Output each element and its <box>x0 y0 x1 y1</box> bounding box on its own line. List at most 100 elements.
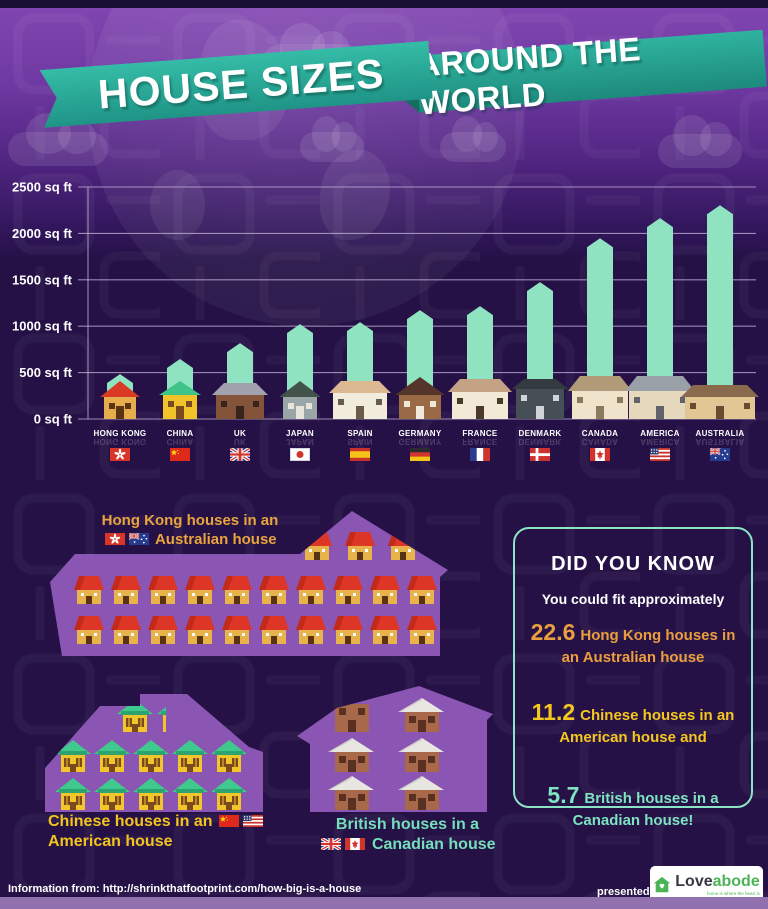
fact-british-canadian: 5.7 British houses in a Canadian house! <box>531 780 736 831</box>
small-house <box>157 698 166 739</box>
hong-kong-flag-icon <box>110 448 130 461</box>
house-fr <box>448 379 512 419</box>
country-flags-row <box>0 448 768 464</box>
logo-tagline: home is where the heart is <box>706 891 760 896</box>
caption-british-in-canadian: British houses in a Canadian house <box>300 815 515 855</box>
small-house <box>368 574 402 611</box>
small-house <box>405 574 439 611</box>
small-house <box>55 776 91 812</box>
small-house <box>117 698 153 739</box>
house-de <box>395 377 445 419</box>
chart-canvas: 2500 sq ft 2000 sq ft 1500 sq ft 1000 sq ft… <box>12 180 759 427</box>
title-band-1: HOUSE SIZES <box>40 41 433 128</box>
house-heart-icon <box>654 876 671 893</box>
small-house <box>109 614 143 651</box>
small-house <box>146 574 180 611</box>
cloud-icon <box>440 115 506 162</box>
small-house <box>183 574 217 611</box>
america-flag-icon <box>650 448 670 461</box>
cloud-icon <box>300 115 364 162</box>
y-axis-tick-label: 1000 sq ft <box>12 319 73 334</box>
small-house <box>183 614 217 651</box>
france-flag-icon <box>470 448 490 461</box>
small-house <box>94 776 130 812</box>
did-you-know-box: DID YOU KNOW You could fit approximately… <box>513 527 753 829</box>
small-house <box>72 614 106 651</box>
house-es <box>329 381 391 419</box>
caption-line1: Hong Kong houses in an <box>101 512 279 529</box>
hong-kong-flag-icon <box>105 532 126 545</box>
country-label-australia: AUSTRALIA AUSTRALIA <box>695 429 745 446</box>
house-ca <box>568 376 632 419</box>
american-big-house <box>45 694 263 812</box>
house-au <box>681 385 759 419</box>
small-house <box>398 774 446 812</box>
caption-chinese-in-american: Chinese houses in an American house <box>48 812 328 852</box>
y-axis-tick-label: 2500 sq ft <box>12 180 73 195</box>
top-border-bar <box>0 0 768 8</box>
small-house <box>405 614 439 651</box>
small-house <box>220 614 254 651</box>
fact-value: 5.7 <box>547 781 580 808</box>
cloud-icon <box>658 115 742 168</box>
small-house <box>55 738 91 779</box>
caption-line2: American house <box>48 833 173 850</box>
small-house <box>328 696 376 739</box>
uk-flag-icon <box>320 836 343 852</box>
bottom-border-bar <box>0 897 768 909</box>
canada-flag-icon <box>345 836 366 850</box>
small-house <box>172 738 208 779</box>
small-house <box>331 574 365 611</box>
did-you-know-intro: You could fit approximately <box>541 591 725 607</box>
small-house <box>133 776 169 812</box>
small-house <box>300 530 334 567</box>
small-house <box>386 530 420 567</box>
small-house <box>398 696 446 739</box>
fact-value: 11.2 <box>531 699 576 726</box>
fact-chinese-american: 11.2 Chinese houses in an American house … <box>531 697 736 748</box>
caption-line1: Chinese houses in an <box>48 813 213 830</box>
y-axis-tick-label: 1500 sq ft <box>12 272 73 287</box>
y-axis-tick-label: 0 sq ft <box>34 412 73 427</box>
house-dk <box>512 379 568 419</box>
fact-text: Chinese houses in an American house and <box>559 707 735 747</box>
caption-line2: Canadian house <box>371 836 496 853</box>
denmark-flag-icon <box>530 448 550 461</box>
small-house <box>211 776 247 812</box>
house-cn <box>159 381 201 419</box>
germany-flag-icon <box>410 448 430 461</box>
small-house <box>328 774 376 812</box>
small-house <box>257 614 291 651</box>
fact-hongkong-australian: 22.6 Hong Kong houses in an Australian ho… <box>531 617 736 668</box>
fact-text: British houses in a Canadian house! <box>572 789 719 829</box>
fact-value: 22.6 <box>530 619 576 645</box>
small-house <box>331 614 365 651</box>
small-house <box>146 614 180 651</box>
house-size-bar-chart: 2500 sq ft 2000 sq ft 1500 sq ft 1000 sq ft… <box>0 170 768 430</box>
logo-love-text: Love <box>675 873 713 890</box>
source-attribution: Information from: http://shrinkthatfootp… <box>8 883 362 895</box>
canada-flag-icon <box>590 448 610 461</box>
country-labels-row: HONG KONG HONG KONG CHINA CHINA UK UK JAPAN JAP… <box>0 429 768 449</box>
logo-abode-text: abode <box>712 873 760 890</box>
canadian-big-house <box>297 686 493 812</box>
uk-flag-icon <box>230 448 250 461</box>
caption-line2: Australian house <box>154 530 277 548</box>
small-house <box>398 736 446 779</box>
house-uk <box>212 383 268 419</box>
house-jp <box>279 381 321 419</box>
small-house <box>94 738 130 779</box>
title-band-2: AROUND THE WORLD <box>415 29 767 121</box>
china-flag-icon <box>218 813 239 827</box>
small-house <box>294 614 328 651</box>
house-us <box>625 376 695 419</box>
small-house <box>109 574 143 611</box>
america-flag-icon <box>242 813 263 827</box>
y-axis-tick-label: 2000 sq ft <box>12 226 73 241</box>
small-house <box>368 614 402 651</box>
china-flag-icon <box>170 448 190 461</box>
small-house <box>220 574 254 611</box>
small-house <box>72 574 106 611</box>
small-house <box>211 738 247 779</box>
